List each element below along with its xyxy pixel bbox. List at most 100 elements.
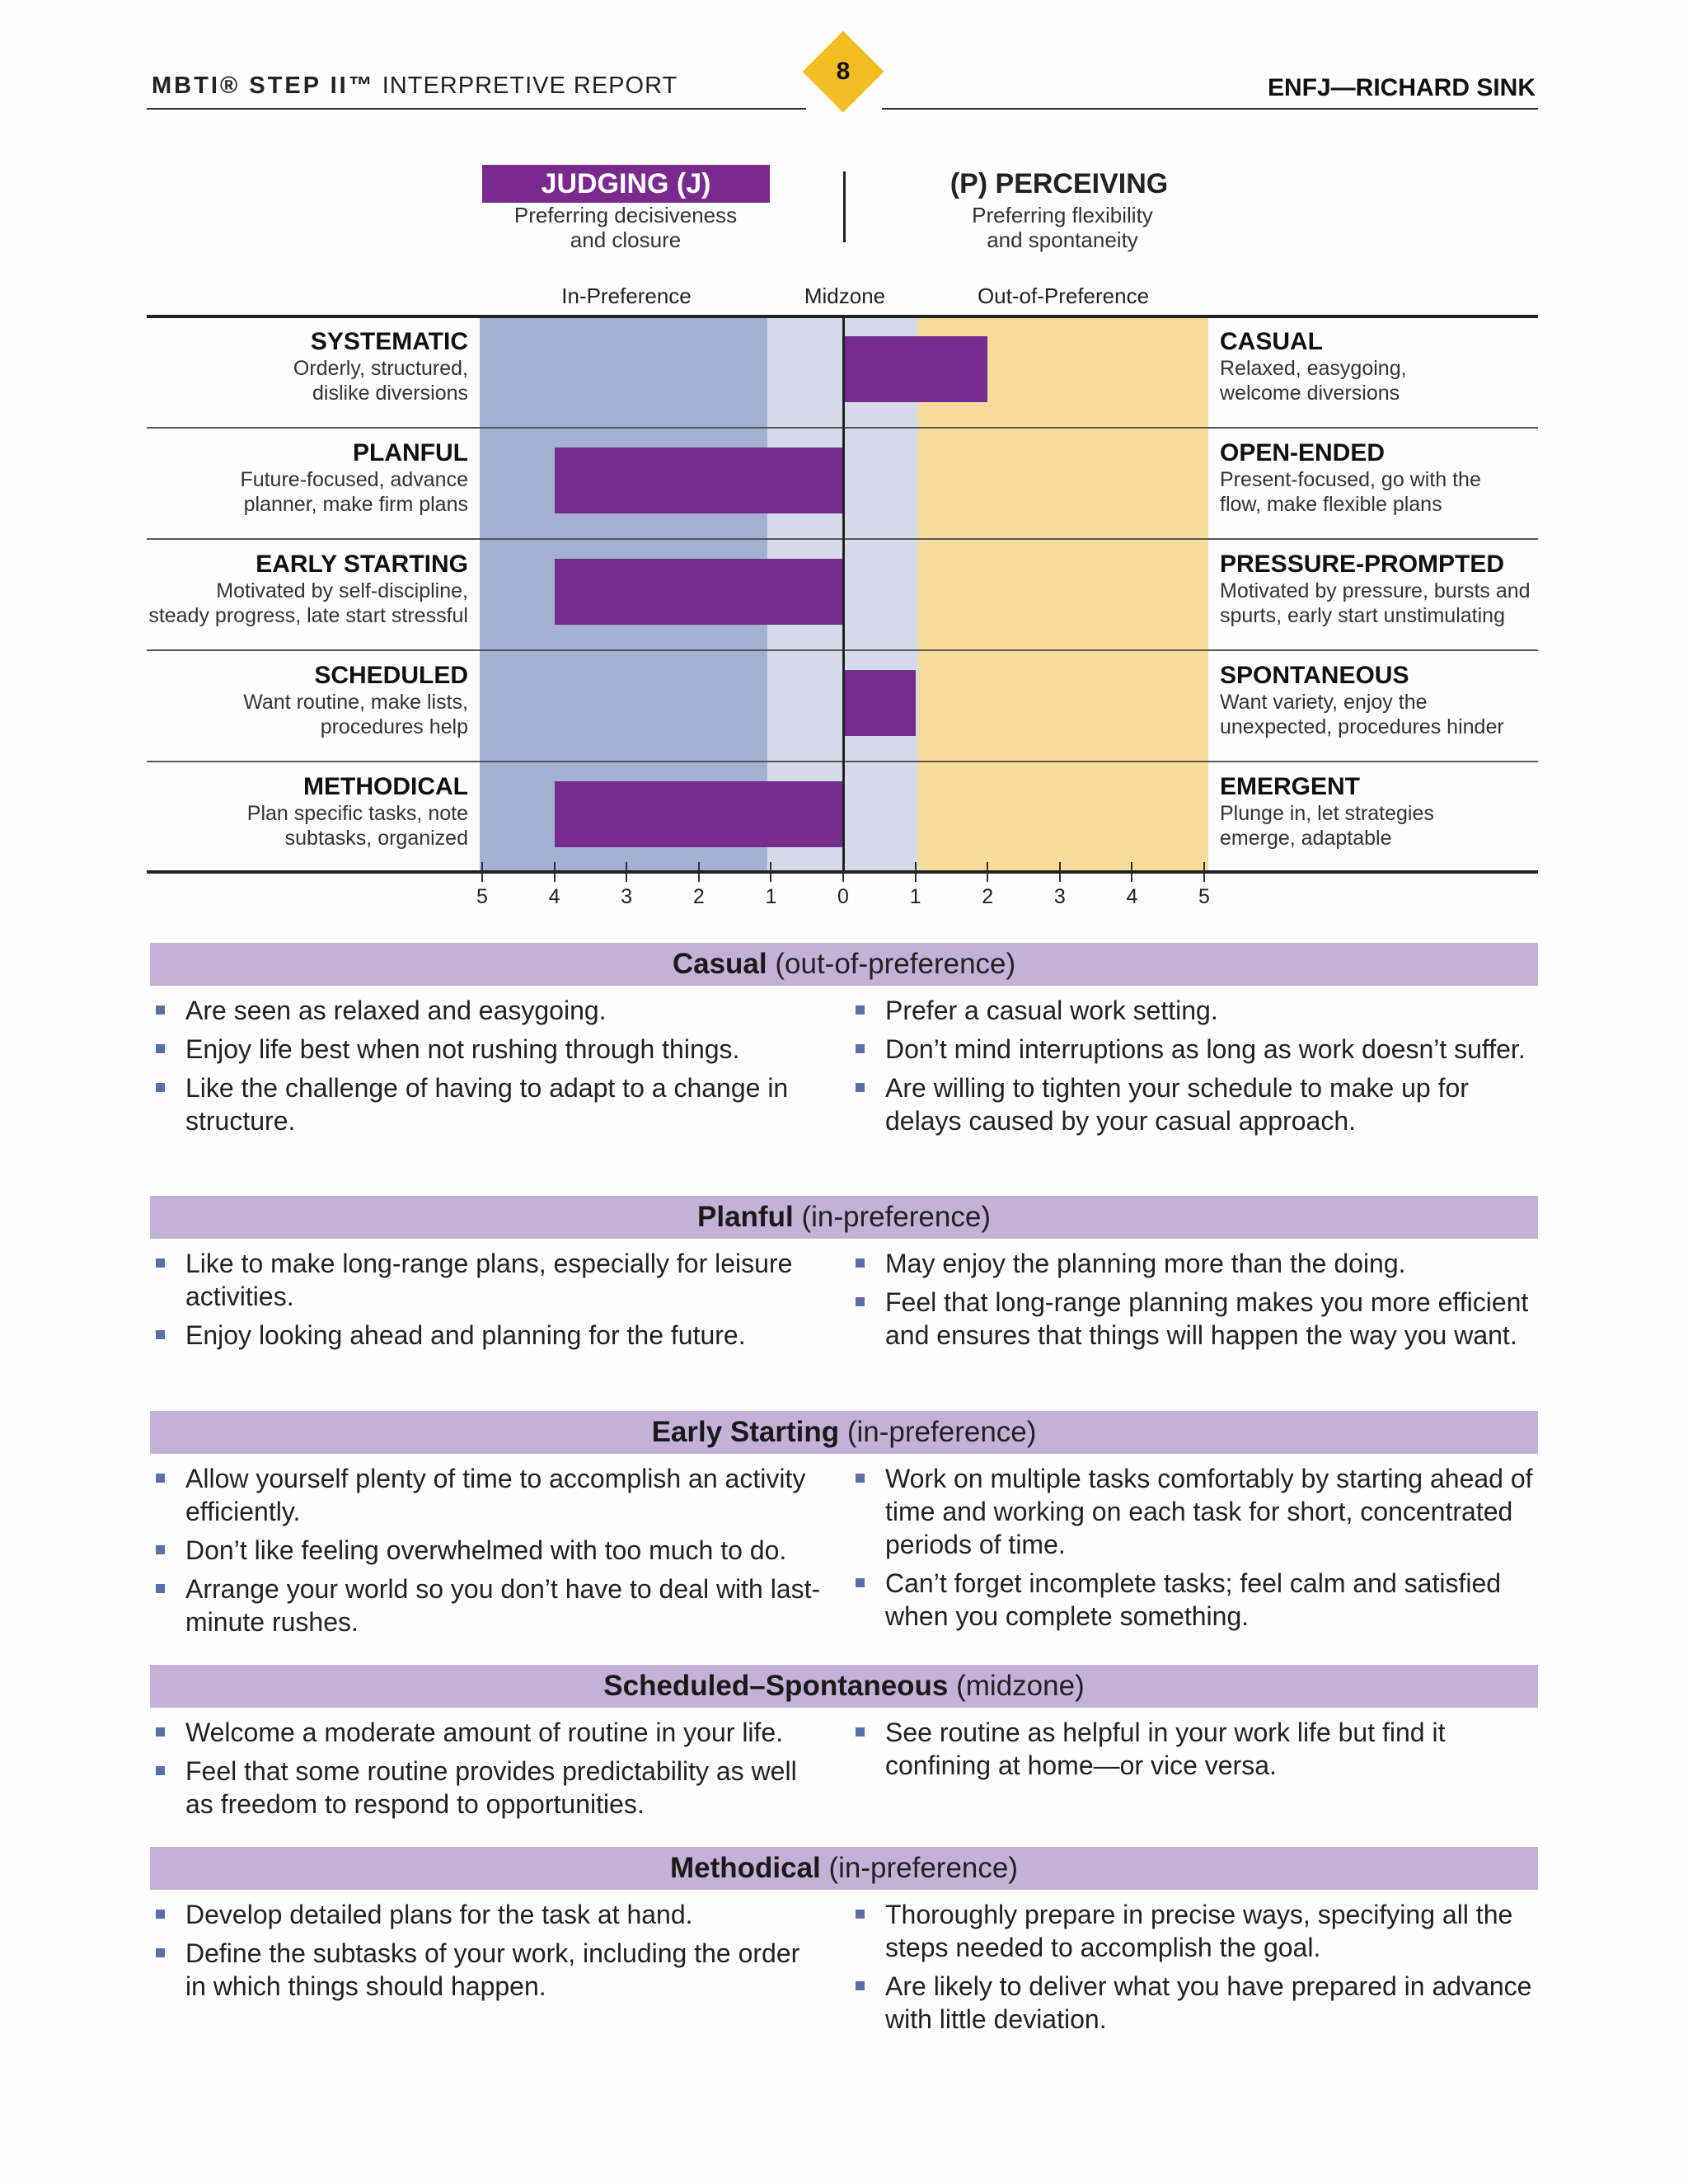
list-item: Enjoy looking ahead and planning for the… bbox=[151, 1319, 827, 1352]
zone-label-in: In-Preference bbox=[561, 284, 692, 308]
facet-left-name: EARLY STARTING bbox=[256, 551, 468, 578]
facet-left-label: SYSTEMATIC Orderly, structured, dislike … bbox=[132, 328, 468, 405]
facet-left-name: METHODICAL bbox=[303, 773, 468, 800]
list-item: Enjoy life best when not rushing through… bbox=[151, 1033, 827, 1066]
facet-right-desc: Want variety, enjoy the bbox=[1220, 691, 1428, 714]
facet-left-desc: dislike diversions bbox=[312, 382, 468, 405]
facet-left-label: EARLY STARTING Motivated by self-discipl… bbox=[132, 551, 468, 628]
facet-right-name: PRESSURE-PROMPTED bbox=[1220, 551, 1505, 578]
facet-left-label: METHODICAL Plan specific tasks, note sub… bbox=[132, 773, 468, 851]
facet-left-desc: planner, make firm plans bbox=[243, 493, 468, 516]
section-title: Scheduled–Spontaneous bbox=[603, 1670, 949, 1702]
facet-right-desc: Present-focused, go with the bbox=[1220, 468, 1481, 491]
section-list-left: Allow yourself plenty of time to accompl… bbox=[151, 1462, 827, 1644]
axis-tick-label: 2 bbox=[982, 885, 994, 908]
facet-right-label: OPEN-ENDED Present-focused, go with the … bbox=[1220, 439, 1550, 517]
facet-left-desc: Future-focused, advance bbox=[240, 468, 468, 491]
chart-top-rule bbox=[147, 315, 1538, 318]
facet-score-bar bbox=[554, 558, 843, 625]
section-qualifier: (in-preference) bbox=[846, 1416, 1037, 1448]
section-list-left: Are seen as relaxed and easygoing. Enjoy… bbox=[151, 994, 827, 1143]
facet-right-desc: unexpected, procedures hinder bbox=[1220, 715, 1504, 738]
facet-right-desc: emerge, adaptable bbox=[1220, 827, 1392, 850]
judging-desc-1: Preferring decisiveness bbox=[513, 203, 738, 227]
list-item: Are seen as relaxed and easygoing. bbox=[151, 994, 827, 1027]
section-title: Casual bbox=[672, 948, 767, 980]
section-list-right: Thoroughly prepare in precise ways, spec… bbox=[851, 1898, 1543, 2041]
section-qualifier: (out-of-preference) bbox=[775, 948, 1016, 980]
facet-left-desc: subtasks, organized bbox=[284, 827, 468, 850]
chart-bottom-rule bbox=[147, 870, 1538, 874]
axis-tick-label: 5 bbox=[476, 885, 488, 908]
facet-right-desc: Plunge in, let strategies bbox=[1220, 802, 1434, 825]
facet-score-bar bbox=[843, 335, 988, 402]
facet-right-desc: spurts, early start unstimulating bbox=[1220, 604, 1505, 627]
list-item: Define the subtasks of your work, includ… bbox=[151, 1937, 827, 2003]
report-title: MBTI® STEP II™ INTERPRETIVE REPORT bbox=[152, 73, 678, 100]
section-list-right: See routine as helpful in your work life… bbox=[851, 1716, 1543, 1788]
section-list-right: Work on multiple tasks comfortably by st… bbox=[851, 1462, 1543, 1638]
out-of-preference-zone bbox=[918, 316, 1208, 872]
facet-right-label: PRESSURE-PROMPTED Motivated by pressure,… bbox=[1220, 551, 1550, 628]
zero-axis bbox=[842, 316, 845, 872]
axis-tick-label: 2 bbox=[692, 885, 705, 908]
axis-tick-label: 4 bbox=[548, 885, 560, 908]
axis-tick-label: 0 bbox=[837, 885, 849, 908]
axis-tick-label: 3 bbox=[621, 885, 633, 908]
facet-left-name: PLANFUL bbox=[353, 439, 468, 466]
axis-tick-label: 1 bbox=[909, 885, 921, 908]
facet-left-name: SCHEDULED bbox=[314, 662, 468, 689]
list-item: Don’t mind interruptions as long as work… bbox=[851, 1033, 1543, 1066]
list-item: Thoroughly prepare in precise ways, spec… bbox=[851, 1898, 1543, 1964]
list-item: Can’t forget incomplete tasks; feel calm… bbox=[851, 1567, 1543, 1633]
list-item: Arrange your world so you don’t have to … bbox=[151, 1572, 827, 1638]
list-item: Like to make long-range plans, especiall… bbox=[151, 1247, 827, 1313]
section-list-right: Prefer a casual work setting. Don’t mind… bbox=[851, 994, 1543, 1143]
section-list-left: Welcome a moderate amount of routine in … bbox=[151, 1716, 827, 1826]
facet-score-bar bbox=[843, 669, 916, 736]
facet-right-label: SPONTANEOUS Want variety, enjoy the unex… bbox=[1220, 662, 1550, 739]
axis-tick-label: 1 bbox=[765, 885, 777, 908]
facet-right-name: CASUAL bbox=[1220, 328, 1323, 355]
report-brand: MBTI® STEP II™ bbox=[152, 73, 375, 99]
list-item: Are willing to tighten your schedule to … bbox=[851, 1071, 1543, 1137]
list-item: See routine as helpful in your work life… bbox=[851, 1716, 1543, 1782]
facet-left-name: SYSTEMATIC bbox=[310, 328, 468, 355]
report-type: INTERPRETIVE REPORT bbox=[382, 73, 678, 99]
header-rule-right bbox=[882, 108, 1538, 110]
list-item: Allow yourself plenty of time to accompl… bbox=[151, 1462, 827, 1528]
section-list-left: Like to make long-range plans, especiall… bbox=[151, 1247, 827, 1357]
zone-label-out: Out-of-Preference bbox=[977, 284, 1150, 308]
section-header-scheduled-spontaneous: Scheduled–Spontaneous (midzone) bbox=[150, 1665, 1538, 1708]
judging-desc-2: and closure bbox=[570, 227, 682, 252]
facet-left-desc: procedures help bbox=[320, 715, 468, 738]
facet-left-label: SCHEDULED Want routine, make lists, proc… bbox=[132, 662, 468, 739]
section-qualifier: (in-preference) bbox=[801, 1201, 991, 1233]
section-title: Methodical bbox=[669, 1852, 821, 1884]
facet-right-desc: Motivated by pressure, bursts and bbox=[1220, 579, 1531, 602]
section-list-left: Develop detailed plans for the task at h… bbox=[151, 1898, 827, 2008]
section-header-early-starting: Early Starting (in-preference) bbox=[150, 1411, 1538, 1454]
perceiving-desc-2: and spontaneity bbox=[987, 227, 1138, 252]
facet-left-label: PLANFUL Future-focused, advance planner,… bbox=[132, 439, 468, 517]
list-item: Welcome a moderate amount of routine in … bbox=[151, 1716, 827, 1749]
section-qualifier: (in-preference) bbox=[828, 1852, 1019, 1884]
section-header-methodical: Methodical (in-preference) bbox=[150, 1847, 1538, 1890]
section-header-planful: Planful (in-preference) bbox=[150, 1196, 1538, 1239]
facet-right-desc: welcome diversions bbox=[1220, 382, 1400, 405]
pole-divider bbox=[843, 171, 846, 242]
facet-left-desc: steady progress, late start stressful bbox=[148, 604, 468, 627]
person-name: ENFJ—RICHARD SINK bbox=[1267, 74, 1536, 101]
zone-label-mid: Midzone bbox=[804, 284, 886, 308]
perceiving-desc-1: Preferring flexibility bbox=[972, 203, 1153, 227]
section-qualifier: (midzone) bbox=[956, 1670, 1085, 1702]
section-title: Planful bbox=[697, 1201, 794, 1233]
list-item: Work on multiple tasks comfortably by st… bbox=[851, 1462, 1543, 1561]
list-item: May enjoy the planning more than the doi… bbox=[851, 1247, 1543, 1280]
facet-score-bar bbox=[554, 780, 843, 847]
list-item: Feel that some routine provides predicta… bbox=[151, 1755, 827, 1821]
judging-heading: JUDGING (J) bbox=[482, 165, 770, 203]
list-item: Don’t like feeling overwhelmed with too … bbox=[151, 1534, 827, 1567]
facet-left-desc: Motivated by self-discipline, bbox=[216, 579, 468, 602]
section-list-right: May enjoy the planning more than the doi… bbox=[851, 1247, 1543, 1357]
